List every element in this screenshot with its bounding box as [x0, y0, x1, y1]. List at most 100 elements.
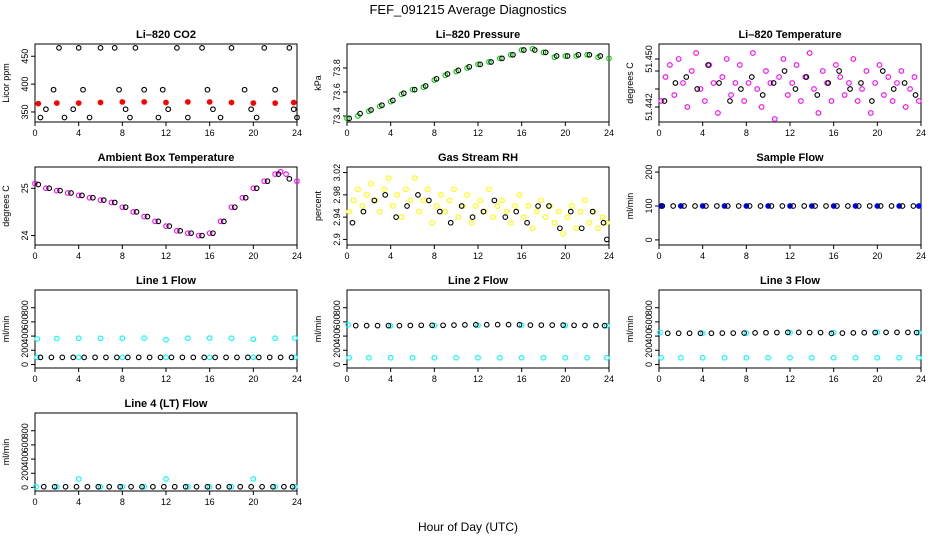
y-axis-label: ml/min: [625, 193, 635, 220]
panel-li-820-pressure: Li–820 Pressure kPa 0 4 8 12 16 20 24 73.4 73.6 73.…: [313, 29, 614, 138]
series-black: [37, 354, 295, 361]
data-point: [603, 354, 610, 361]
data-point: [701, 98, 708, 104]
data-point: [97, 99, 104, 106]
data-point: [510, 51, 516, 58]
data-point: [811, 86, 817, 92]
x-tick-label: 24: [292, 374, 302, 384]
y-tick-label: 800: [20, 300, 30, 315]
x-tick-label: 0: [656, 128, 661, 138]
y-axis-label: ml/min: [1, 316, 11, 343]
data-point: [763, 68, 769, 74]
data-point: [896, 354, 903, 361]
y-tick-label: 400: [20, 452, 30, 467]
data-point: [571, 322, 577, 329]
data-point: [34, 336, 41, 342]
data-point: [672, 80, 679, 86]
x-tick-label: 4: [76, 251, 81, 261]
data-point: [166, 223, 173, 229]
data-point: [586, 219, 593, 226]
data-point: [426, 197, 432, 204]
data-point: [165, 106, 172, 113]
series-black: [664, 329, 920, 337]
x-tick-label: 4: [700, 374, 705, 384]
data-point: [407, 197, 414, 204]
data-point: [141, 335, 148, 341]
data-point: [106, 483, 113, 490]
data-point: [393, 214, 399, 220]
x-tick-label: 20: [872, 128, 882, 138]
data-point: [237, 483, 244, 490]
data-point: [291, 354, 298, 361]
data-point: [664, 330, 671, 337]
data-point: [600, 219, 607, 226]
y-tick-label: 600: [332, 314, 342, 329]
data-point: [174, 45, 180, 51]
data-point: [494, 321, 501, 328]
data-point: [184, 335, 191, 342]
data-point: [784, 92, 791, 98]
data-point: [464, 192, 470, 198]
data-point: [531, 47, 538, 53]
data-point: [86, 194, 93, 201]
data-point: [524, 219, 530, 226]
data-point: [33, 483, 39, 490]
data-point: [73, 483, 80, 490]
data-point: [270, 483, 276, 490]
data-point: [415, 192, 421, 198]
data-point: [103, 354, 109, 361]
data-point: [429, 322, 436, 329]
data-point: [275, 171, 282, 177]
data-point: [390, 203, 396, 209]
panel-line-1-flow: Line 1 Flow ml/min 0 4 8 12 16 20 24 0 20040060080…: [1, 275, 302, 384]
data-point: [455, 67, 462, 74]
data-point: [520, 47, 527, 53]
data-point: [823, 203, 829, 209]
data-point: [272, 86, 279, 93]
data-point: [431, 322, 438, 329]
data-point: [714, 203, 720, 209]
data-point: [51, 483, 58, 490]
data-point: [141, 99, 148, 105]
x-tick-label: 24: [604, 374, 614, 384]
data-point: [75, 354, 82, 361]
data-point: [913, 329, 920, 336]
x-tick-label: 0: [32, 128, 37, 138]
data-point: [272, 335, 279, 342]
data-point: [828, 98, 835, 104]
data-point: [119, 99, 126, 105]
panel-line-3-flow: Line 3 Flow ml/min 0 4 8 12 16 20 24 0 20040060080…: [625, 275, 926, 384]
data-point: [168, 354, 175, 361]
data-point: [90, 194, 96, 201]
data-point: [35, 181, 42, 188]
y-tick-label: 800: [332, 300, 342, 315]
y-tick-label: 0: [644, 237, 654, 242]
data-point: [436, 208, 443, 215]
x-tick-label: 20: [560, 374, 570, 384]
x-tick-label: 8: [120, 497, 125, 507]
data-point: [226, 483, 233, 490]
series-black: [659, 203, 917, 209]
y-tick-label: 200: [644, 343, 654, 358]
data-point: [586, 51, 593, 58]
data-point: [255, 354, 262, 361]
data-point: [525, 203, 532, 209]
y-tick-label: 600: [20, 314, 30, 329]
data-point: [43, 106, 49, 113]
x-tick-label: 12: [785, 374, 795, 384]
data-point: [242, 194, 249, 201]
y-tick-label: 73.4: [332, 107, 342, 125]
data-point: [837, 74, 844, 80]
x-tick-label: 20: [248, 497, 258, 507]
panel-li-820-temperature: Li–820 Temperature degrees C 0 4 8 12 16 20 24 51…: [625, 29, 926, 138]
x-tick-label: 24: [916, 251, 926, 261]
data-point: [206, 483, 213, 490]
data-point: [381, 186, 387, 193]
data-point: [472, 321, 479, 328]
series-black: [35, 171, 293, 239]
x-tick-label: 4: [388, 251, 393, 261]
data-point: [527, 322, 534, 328]
data-point: [705, 62, 711, 68]
data-point: [396, 322, 403, 329]
